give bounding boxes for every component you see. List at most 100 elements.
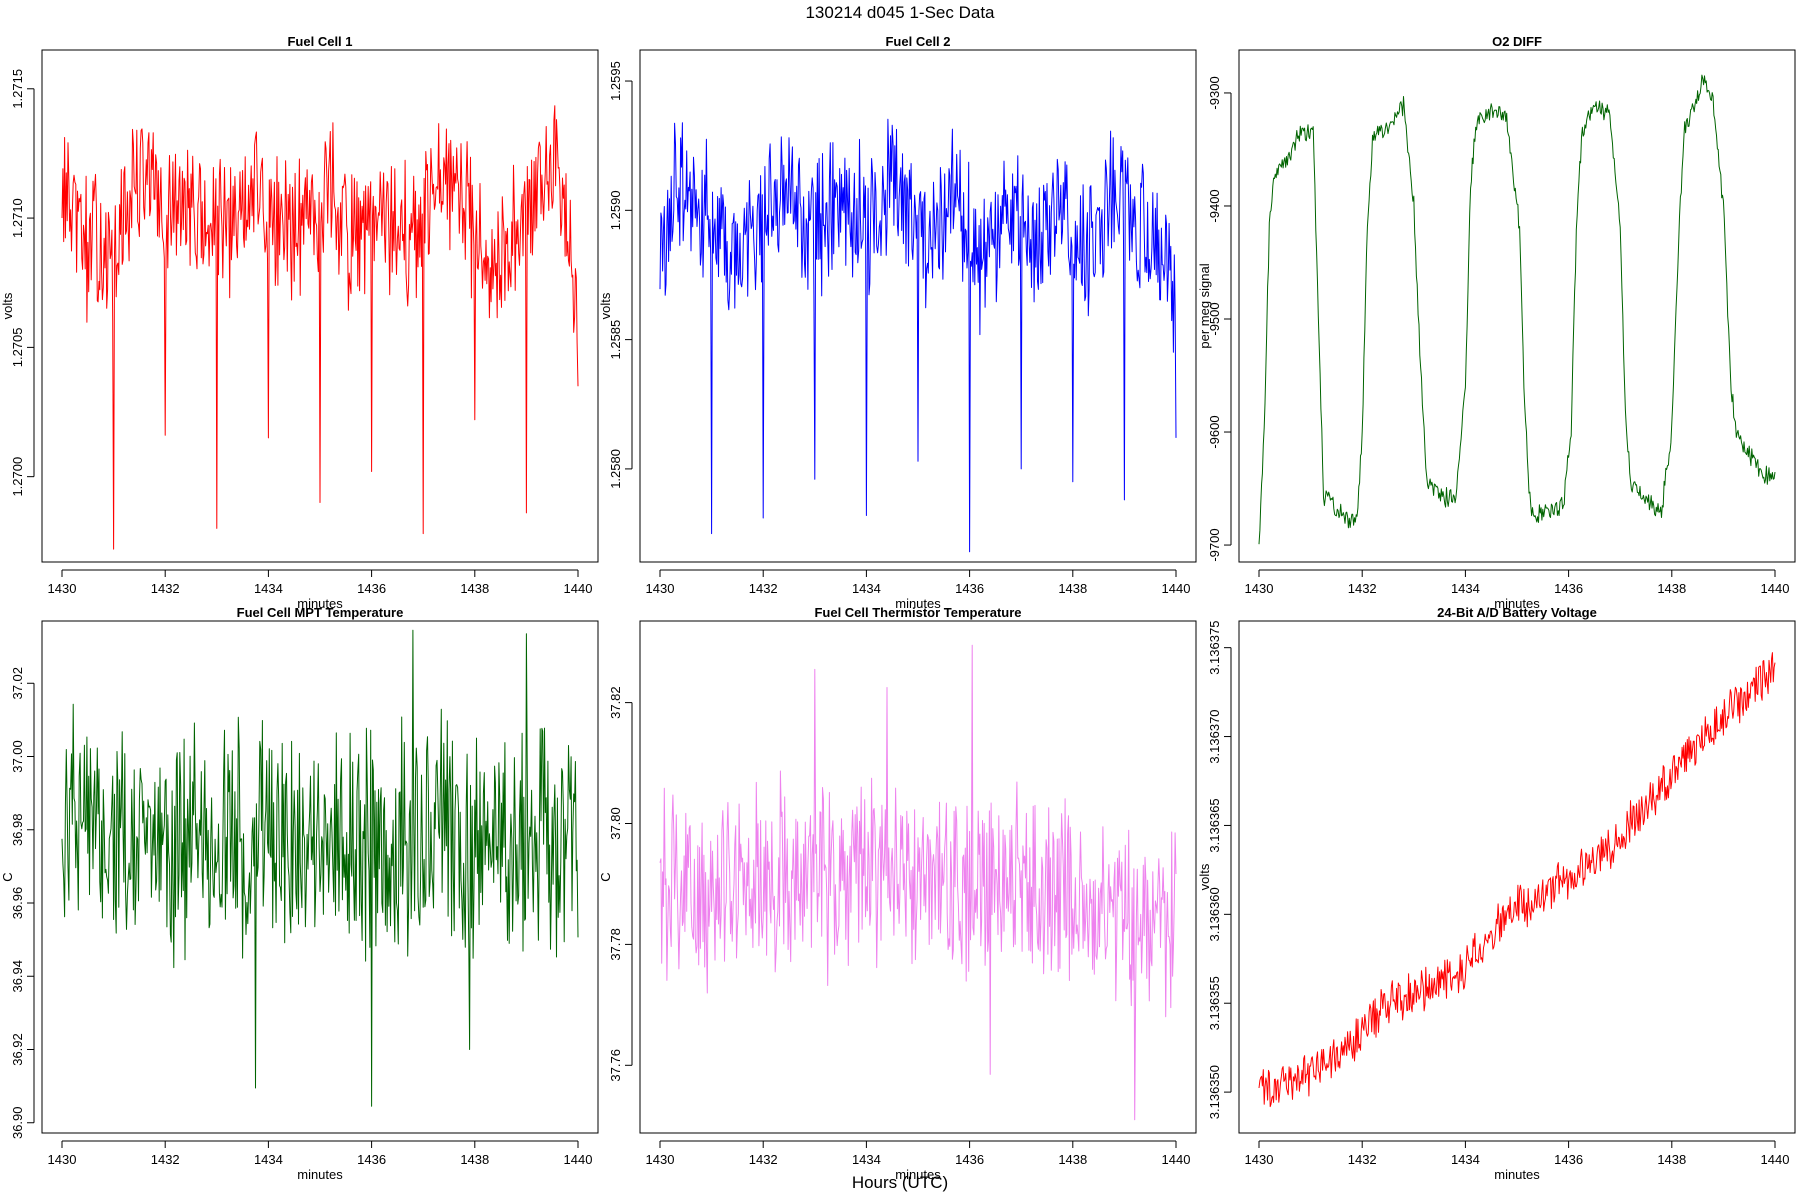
y-tick-label: 37.02: [10, 667, 25, 700]
x-tick-label: 1434: [1451, 1152, 1480, 1167]
y-tick-label: -9300: [1207, 76, 1222, 109]
panels: Fuel Cell 1 1430 1432 1434 1436 1438 1440 minut…: [0, 34, 1796, 1182]
outer-x-axis-label: Hours (UTC): [852, 1173, 948, 1192]
x-tick-label: 1434: [852, 581, 881, 596]
x-tick-label: 1430: [646, 1152, 675, 1167]
x-axis-label: minutes: [297, 1167, 343, 1182]
figure-title: 130214 d045 1-Sec Data: [805, 3, 995, 22]
y-tick-label: 37.78: [608, 928, 623, 961]
panel-fuel-cell-mpt-temperature: Fuel Cell MPT Temperature 1430 1432 1434 143…: [0, 605, 599, 1182]
y-axis-label: volts: [0, 292, 15, 319]
y-axis-label: C: [0, 872, 15, 881]
panel-title: Fuel Cell Thermistor Temperature: [814, 605, 1021, 620]
x-tick-label: 1440: [1162, 581, 1191, 596]
panel-fuel-cell-2: Fuel Cell 2 1430 1432 1434 1436 1438 1440 minut…: [598, 34, 1197, 611]
plot-frame: [639, 49, 1197, 563]
y-tick-label: 1.2710: [10, 198, 25, 238]
x-tick-label: 1438: [460, 581, 489, 596]
y-tick-label: 1.2585: [608, 320, 623, 360]
y-tick-label: 3.136375: [1207, 621, 1222, 675]
series-line: [61, 105, 579, 550]
x-tick-label: 1438: [460, 1152, 489, 1167]
plot-frame: [1238, 620, 1796, 1134]
x-tick-label: 1432: [1348, 1152, 1377, 1167]
x-tick-label: 1440: [564, 1152, 593, 1167]
panel-title: 24-Bit A/D Battery Voltage: [1437, 605, 1597, 620]
series-line: [1258, 652, 1776, 1108]
y-tick-label: 36.92: [10, 1033, 25, 1066]
x-tick-label: 1436: [1554, 1152, 1583, 1167]
series-line: [659, 118, 1177, 553]
x-tick-label: 1436: [357, 1152, 386, 1167]
plot-frame: [41, 49, 599, 563]
y-axis-label: volts: [598, 292, 613, 319]
x-tick-label: 1436: [357, 581, 386, 596]
x-tick-label: 1434: [1451, 581, 1480, 596]
y-tick-label: 37.82: [608, 686, 623, 719]
plot-frame: [1238, 49, 1796, 563]
x-tick-label: 1436: [1554, 581, 1583, 596]
y-tick-label: 3.136355: [1207, 976, 1222, 1030]
x-tick-label: 1430: [1245, 581, 1274, 596]
panel-title: Fuel Cell 2: [885, 34, 950, 49]
y-tick-label: 3.136350: [1207, 1065, 1222, 1119]
panel-battery-voltage: 24-Bit A/D Battery Voltage 1430 1432 1434 14…: [1197, 605, 1796, 1182]
x-tick-label: 1430: [48, 581, 77, 596]
series-line: [61, 629, 579, 1107]
x-tick-label: 1438: [1657, 581, 1686, 596]
x-axis-label: minutes: [1494, 1167, 1540, 1182]
x-tick-label: 1432: [749, 581, 778, 596]
x-tick-label: 1436: [955, 581, 984, 596]
x-tick-label: 1432: [151, 581, 180, 596]
y-tick-label: 3.136370: [1207, 709, 1222, 763]
y-axis-label: C: [598, 872, 613, 881]
x-tick-label: 1436: [955, 1152, 984, 1167]
y-tick-label: 36.96: [10, 887, 25, 920]
y-tick-label: 1.2595: [608, 61, 623, 101]
y-tick-label: 1.2590: [608, 190, 623, 230]
x-tick-label: 1432: [1348, 581, 1377, 596]
y-tick-label: 37.80: [608, 807, 623, 840]
panel-title: Fuel Cell MPT Temperature: [237, 605, 404, 620]
y-tick-label: 36.94: [10, 960, 25, 993]
x-tick-label: 1430: [1245, 1152, 1274, 1167]
x-axis-label: minutes: [895, 1167, 941, 1182]
x-tick-label: 1438: [1058, 581, 1087, 596]
series-line: [659, 644, 1177, 1121]
y-tick-label: -9400: [1207, 189, 1222, 222]
panel-title: Fuel Cell 1: [287, 34, 352, 49]
x-tick-label: 1432: [151, 1152, 180, 1167]
y-tick-label: 1.2705: [10, 327, 25, 367]
y-tick-label: -9600: [1207, 415, 1222, 448]
plot-frame: [41, 620, 599, 1134]
y-tick-label: -9500: [1207, 302, 1222, 335]
y-axis-label: volts: [1197, 863, 1212, 890]
y-tick-label: 37.76: [608, 1049, 623, 1082]
x-tick-label: 1434: [254, 581, 283, 596]
y-tick-label: 1.2580: [608, 449, 623, 489]
x-axis-label: minutes: [297, 596, 343, 611]
x-axis-label: minutes: [1494, 596, 1540, 611]
y-tick-label: 1.2700: [10, 457, 25, 497]
x-tick-label: 1440: [564, 581, 593, 596]
y-tick-label: 36.90: [10, 1106, 25, 1139]
x-tick-label: 1430: [646, 581, 675, 596]
panel-fuel-cell-1: Fuel Cell 1 1430 1432 1434 1436 1438 1440 minut…: [0, 34, 599, 611]
x-tick-label: 1440: [1761, 1152, 1790, 1167]
y-axis-label: per meg signal: [1197, 263, 1212, 348]
x-tick-label: 1438: [1657, 1152, 1686, 1167]
y-tick-label: 3.136365: [1207, 798, 1222, 852]
series-line: [1258, 74, 1776, 545]
y-tick-label: 37.00: [10, 740, 25, 773]
x-tick-label: 1438: [1058, 1152, 1087, 1167]
y-tick-label: -9700: [1207, 528, 1222, 561]
x-tick-label: 1434: [254, 1152, 283, 1167]
x-tick-label: 1434: [852, 1152, 881, 1167]
y-tick-label: 36.98: [10, 813, 25, 846]
x-tick-label: 1440: [1162, 1152, 1191, 1167]
x-axis-label: minutes: [895, 596, 941, 611]
plot-frame: [639, 620, 1197, 1134]
x-tick-label: 1430: [48, 1152, 77, 1167]
panel-o2-diff: O2 DIFF 1430 1432 1434 1436 1438 1440 minutes -9…: [1197, 34, 1796, 611]
